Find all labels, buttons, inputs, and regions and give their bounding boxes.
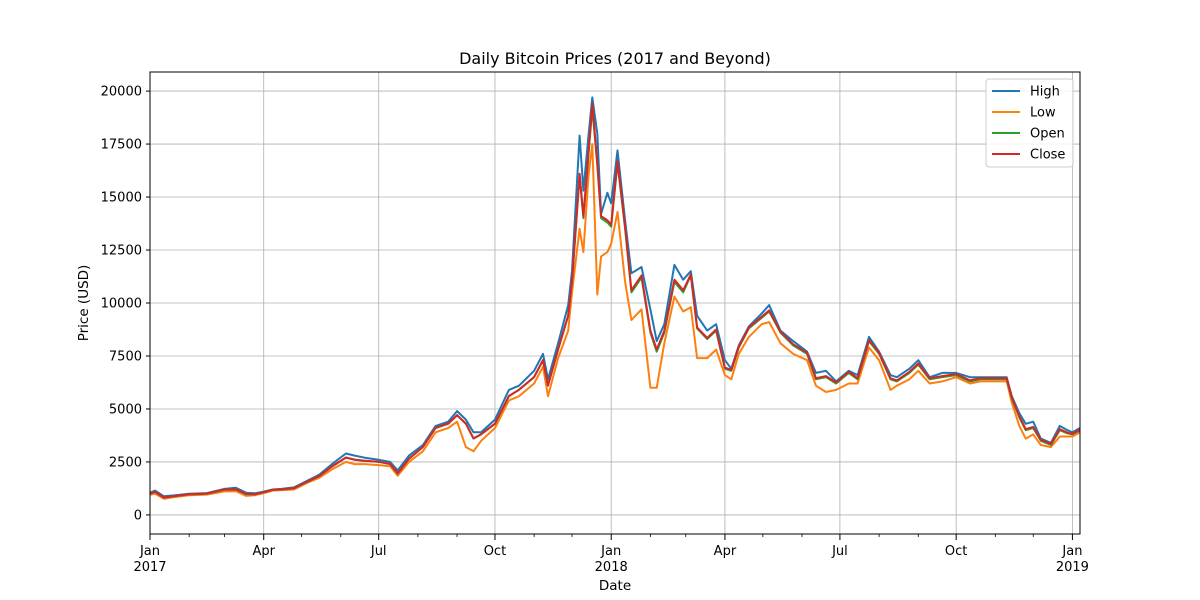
- legend-box: [985, 78, 1074, 168]
- y-tick-label: 10000: [101, 297, 142, 312]
- legend-label-close: Close: [1030, 148, 1065, 163]
- y-axis: 0 2500 5000 7500 10000 12500 15000 17500 20000: [101, 85, 150, 523]
- x-tick-label: Oct: [484, 544, 506, 559]
- x-tick-year-label: 2018: [595, 560, 628, 575]
- y-tick-label: 20000: [101, 85, 142, 100]
- legend-label-open: Open: [1030, 127, 1065, 142]
- y-axis-label: Price (USD): [76, 265, 92, 342]
- x-tick-label: Jul: [370, 544, 387, 559]
- x-tick-label: Apr: [252, 544, 275, 559]
- x-tick-label: Jan: [600, 544, 621, 559]
- x-axis-label: Date: [599, 578, 631, 594]
- series-line-close: [150, 102, 1080, 499]
- series-layer: [150, 96, 1080, 500]
- y-tick-label: 5000: [109, 402, 142, 417]
- y-tick-label: 0: [134, 508, 142, 523]
- legend: High Low Open Close: [985, 78, 1074, 168]
- x-tick-label: Apr: [714, 544, 737, 559]
- y-tick-label: 2500: [109, 455, 142, 470]
- y-tick-label: 7500: [109, 349, 142, 364]
- x-tick-label: Jan: [1061, 544, 1082, 559]
- x-tick-label: Jul: [831, 544, 848, 559]
- legend-label-low: Low: [1030, 106, 1056, 121]
- y-tick-label: 15000: [101, 191, 142, 206]
- y-tick-label: 12500: [101, 244, 142, 259]
- legend-label-high: High: [1030, 85, 1060, 100]
- chart-title: Daily Bitcoin Prices (2017 and Beyond): [459, 49, 771, 68]
- x-tick-year-label: 2017: [133, 560, 166, 575]
- y-tick-label: 17500: [101, 138, 142, 153]
- x-tick-label: Jan: [139, 544, 160, 559]
- x-tick-label: Oct: [945, 544, 967, 559]
- series-line-low: [150, 143, 1080, 500]
- x-tick-year-label: 2019: [1056, 560, 1089, 575]
